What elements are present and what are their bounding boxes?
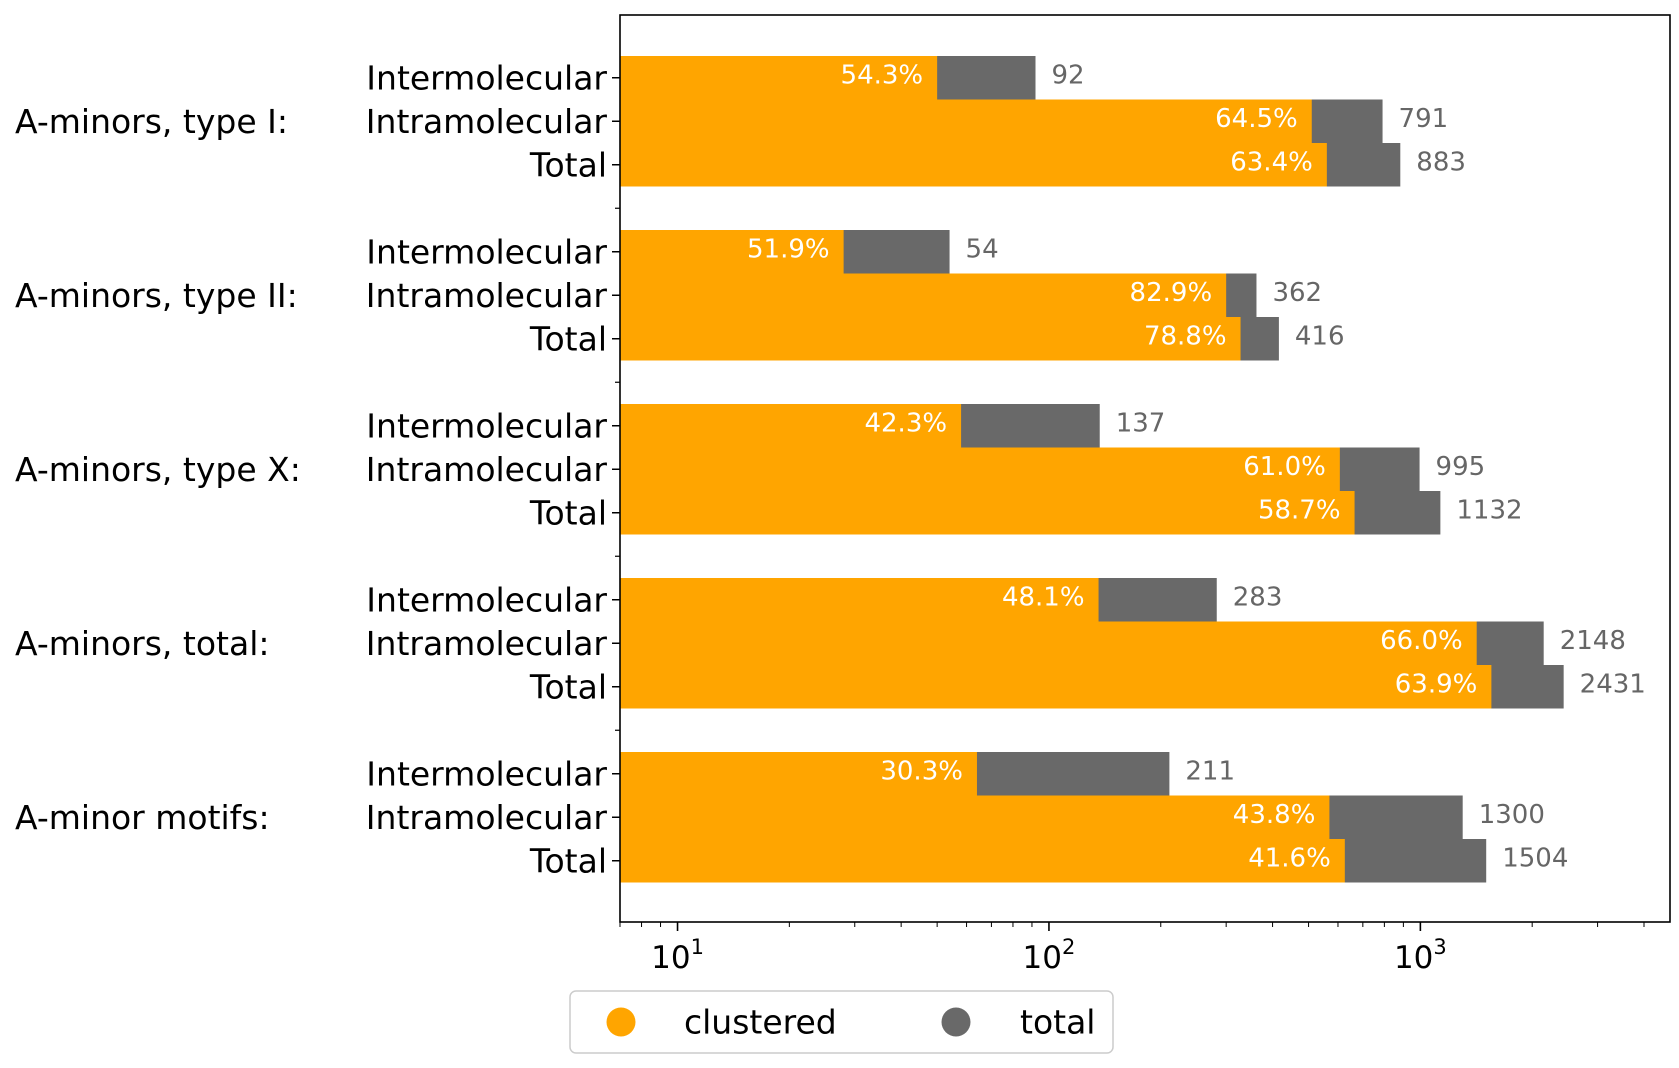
bar-clustered [620, 317, 1241, 361]
legend-marker-clustered [606, 1007, 636, 1037]
total-label: 92 [1052, 60, 1085, 90]
total-label: 1504 [1502, 843, 1568, 873]
pct-label: 64.5% [1215, 104, 1298, 134]
pct-label: 63.4% [1230, 147, 1313, 177]
legend-marker-total [941, 1007, 971, 1037]
bar-clustered [620, 839, 1345, 883]
y-tick-label: Total [529, 667, 607, 706]
bar-clustered [620, 621, 1477, 665]
bar-clustered [620, 795, 1330, 839]
pct-label: 30.3% [880, 756, 963, 786]
total-label: 54 [966, 234, 999, 264]
pct-label: 66.0% [1380, 626, 1463, 656]
bar-clustered [620, 665, 1492, 709]
total-label: 2148 [1560, 626, 1626, 656]
pct-label: 54.3% [841, 60, 924, 90]
bar-clustered [620, 578, 1099, 622]
pct-label: 48.1% [1002, 582, 1085, 612]
pct-label: 82.9% [1130, 278, 1213, 308]
pct-label: 41.6% [1248, 843, 1331, 873]
total-label: 1300 [1479, 800, 1545, 830]
x-tick-label: 101 [651, 935, 704, 976]
y-tick-label: Intramolecular [366, 276, 608, 315]
total-label: 883 [1416, 147, 1466, 177]
total-label: 1132 [1456, 495, 1522, 525]
legend-label-total: total [1020, 1003, 1095, 1042]
pct-label: 42.3% [864, 408, 947, 438]
total-label: 211 [1185, 756, 1235, 786]
group-label: A-minors, total: [15, 624, 270, 663]
group-label: A-minors, type I: [15, 102, 288, 141]
legend: clustered total [569, 990, 1114, 1054]
y-tick-label: Total [529, 841, 607, 880]
total-label: 362 [1272, 278, 1322, 308]
bar-clustered [620, 447, 1340, 491]
y-tick-label: Intramolecular [366, 798, 608, 837]
y-tick-label: Intermolecular [366, 580, 607, 619]
total-label: 2431 [1580, 669, 1646, 699]
bar-clustered [620, 56, 938, 100]
pct-label: 78.8% [1144, 321, 1227, 351]
legend-box [569, 990, 1114, 1054]
bar-clustered [620, 752, 977, 796]
legend-label-clustered: clustered [684, 1003, 837, 1042]
x-tick-label: 103 [1394, 935, 1447, 976]
bar-clustered [620, 273, 1227, 317]
total-label: 137 [1116, 408, 1166, 438]
y-tick-label: Intermolecular [366, 406, 607, 445]
total-label: 283 [1233, 582, 1283, 612]
bar-clustered [620, 143, 1327, 187]
y-tick-label: Intramolecular [366, 450, 608, 489]
y-tick-label: Intermolecular [366, 58, 607, 97]
bar-clustered [620, 491, 1355, 535]
total-label: 791 [1399, 104, 1449, 134]
group-label: A-minors, type X: [15, 450, 301, 489]
pct-label: 58.7% [1258, 495, 1341, 525]
y-tick-label: Total [529, 493, 607, 532]
bar-clustered [620, 404, 962, 448]
y-tick-label: Total [529, 145, 607, 184]
group-label: A-minor motifs: [15, 798, 270, 837]
bar-clustered [620, 99, 1312, 143]
pct-label: 61.0% [1243, 452, 1326, 482]
y-tick-label: Intramolecular [366, 624, 608, 663]
pct-label: 63.9% [1395, 669, 1478, 699]
bars-layer [620, 56, 1564, 883]
y-tick-label: Total [529, 319, 607, 358]
total-label: 416 [1295, 321, 1345, 351]
pct-label: 43.8% [1233, 800, 1316, 830]
labels-layer: 54.3% 92 Intermolecular 64.5% 791 Intramolecu… [15, 58, 1646, 880]
y-tick-label: Intramolecular [366, 102, 608, 141]
bar-clustered [620, 230, 844, 274]
x-axis: 101 102 103 [612, 77, 1645, 976]
group-label: A-minors, type II: [15, 276, 298, 315]
pct-label: 51.9% [747, 234, 830, 264]
x-tick-label: 102 [1023, 935, 1076, 976]
y-tick-label: Intermolecular [366, 232, 607, 271]
total-label: 995 [1436, 452, 1486, 482]
y-tick-label: Intermolecular [366, 754, 607, 793]
